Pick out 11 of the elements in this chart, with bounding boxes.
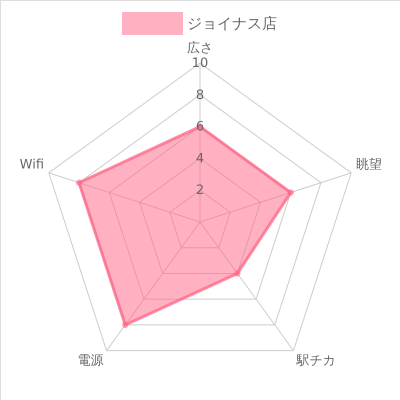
spoke-label: 眺望 <box>356 157 382 172</box>
y-tick-label: 4 <box>196 151 204 166</box>
spoke-label: 広さ <box>187 40 213 56</box>
legend-label: ジョイナス店 <box>187 14 277 32</box>
spoke-label: Wifi <box>20 157 44 172</box>
spoke-label: 電源 <box>78 354 104 369</box>
y-tick-label: 10 <box>192 56 208 71</box>
y-tick-label: 8 <box>196 88 204 103</box>
y-tick-label: 2 <box>196 183 204 198</box>
spoke-label: 駅チカ <box>295 354 336 369</box>
y-tick-label: 6 <box>196 120 204 135</box>
